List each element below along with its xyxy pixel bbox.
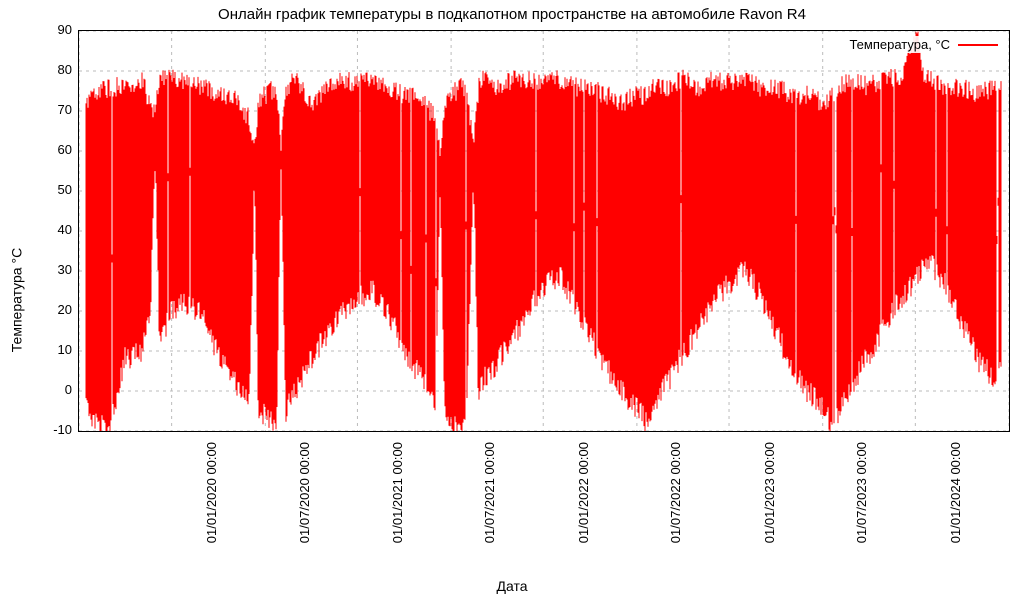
x-tick-label: 01/01/2021 00:00 — [390, 442, 405, 572]
x-tick-label: 01/07/2021 00:00 — [482, 442, 497, 572]
plot-area — [78, 30, 1010, 432]
y-tick-label: 80 — [44, 62, 72, 77]
plot-svg — [79, 31, 1009, 431]
x-tick-label: 01/07/2020 00:00 — [297, 442, 312, 572]
y-tick-label: 20 — [44, 302, 72, 317]
y-tick-label: -10 — [44, 422, 72, 437]
legend-line — [958, 44, 998, 46]
y-tick-label: 60 — [44, 142, 72, 157]
x-tick-label: 01/01/2020 00:00 — [204, 442, 219, 572]
x-axis-label: Дата — [0, 578, 1024, 594]
y-tick-label: 10 — [44, 342, 72, 357]
y-tick-label: 90 — [44, 22, 72, 37]
x-tick-label: 01/07/2022 00:00 — [668, 442, 683, 572]
y-tick-label: 70 — [44, 102, 72, 117]
x-tick-label: 01/01/2022 00:00 — [576, 442, 591, 572]
x-tick-label: 01/07/2023 00:00 — [854, 442, 869, 572]
y-tick-label: 0 — [44, 382, 72, 397]
temperature-chart: Онлайн график температуры в подкапотном … — [0, 0, 1024, 600]
legend: Температура, °С — [847, 36, 1000, 53]
x-tick-label: 01/01/2024 00:00 — [948, 442, 963, 572]
chart-title: Онлайн график температуры в подкапотном … — [0, 6, 1024, 23]
y-tick-label: 30 — [44, 262, 72, 277]
y-axis-label: Температура °C — [8, 248, 24, 352]
y-tick-label: 40 — [44, 222, 72, 237]
x-tick-label: 01/01/2023 00:00 — [762, 442, 777, 572]
y-tick-label: 50 — [44, 182, 72, 197]
legend-label: Температура, °С — [849, 37, 950, 52]
